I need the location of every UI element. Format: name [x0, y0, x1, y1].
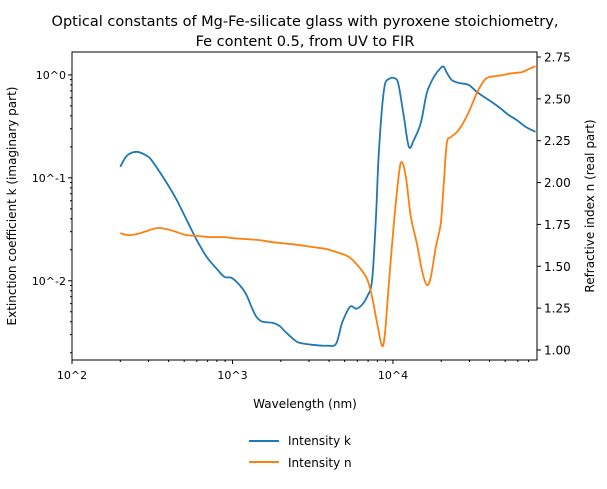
y-right-tick-label: 1.00 — [544, 343, 571, 357]
y-left-tick-label: 10^-2 — [32, 275, 66, 288]
legend-label-k: Intensity k — [288, 434, 351, 448]
x-tick-label: 10^2 — [57, 369, 87, 382]
legend: Intensity k Intensity n — [249, 434, 352, 470]
y-right-tick-label: 1.25 — [544, 302, 571, 316]
x-tick-label: 10^3 — [217, 369, 247, 382]
y-left-tick-label: 10^-1 — [32, 172, 66, 185]
legend-label-n: Intensity n — [288, 456, 352, 470]
y-right-tick-label: 2.25 — [544, 134, 571, 148]
series-layer — [119, 65, 536, 348]
x-tick-labels: 10^2 10^3 10^4 — [57, 369, 408, 382]
y-axis-label-left: Extinction coefficient k (imaginary part… — [5, 87, 19, 326]
y-right-tick-label: 2.50 — [544, 92, 571, 106]
x-tick-label: 10^4 — [378, 369, 408, 382]
y-axis-label-right: Refractive index n (real part) — [583, 119, 597, 292]
x-axis-label: Wavelength (nm) — [253, 397, 357, 411]
y-right-tick-label: 2.75 — [544, 51, 571, 65]
y-right-tick-label: 2.00 — [544, 176, 571, 190]
series-line-k — [119, 65, 536, 347]
y-left-tick-labels: 10^-2 10^-1 10^0 — [32, 69, 66, 288]
ticks-layer: 1.00 1.25 1.50 1.75 2.00 2.25 2.50 2.75 — [68, 51, 571, 364]
chart-title-line-1: Optical constants of Mg-Fe-silicate glas… — [52, 14, 559, 30]
series-line-n — [120, 65, 536, 348]
y-left-tick-label: 10^0 — [36, 69, 66, 82]
y-right-tick-label: 1.75 — [544, 218, 571, 232]
chart-title-line-2: Fe content 0.5, from UV to FIR — [196, 34, 415, 50]
plot-frame — [71, 51, 538, 361]
y-right-tick-label: 1.50 — [544, 260, 571, 274]
